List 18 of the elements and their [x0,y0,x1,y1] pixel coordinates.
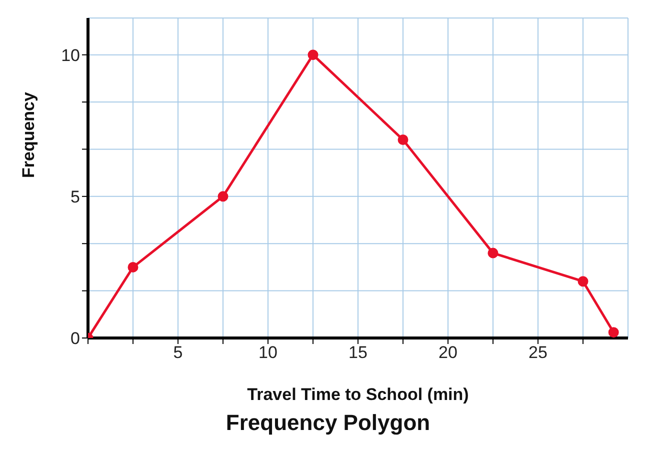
x-axis-title: Travel Time to School (min) [247,385,469,404]
point [488,248,498,258]
y-tick-label: 5 [70,187,80,206]
text: Frequency Polygon [224,410,432,436]
x-tick-label: 25 [528,343,548,362]
point [128,262,138,272]
point [398,134,408,146]
x-tick-label: 10 [258,343,278,362]
point [578,276,588,287]
y-tick-label: 10 [61,46,80,65]
y-tick-label: 0 [70,329,80,348]
point [308,50,318,60]
point [608,327,619,338]
x-tick-label: 15 [348,343,368,362]
x-tick-label: 20 [438,343,458,362]
point [218,191,228,202]
y-axis-title: Frequency [19,91,38,178]
x-tick-label: 5 [173,343,183,362]
